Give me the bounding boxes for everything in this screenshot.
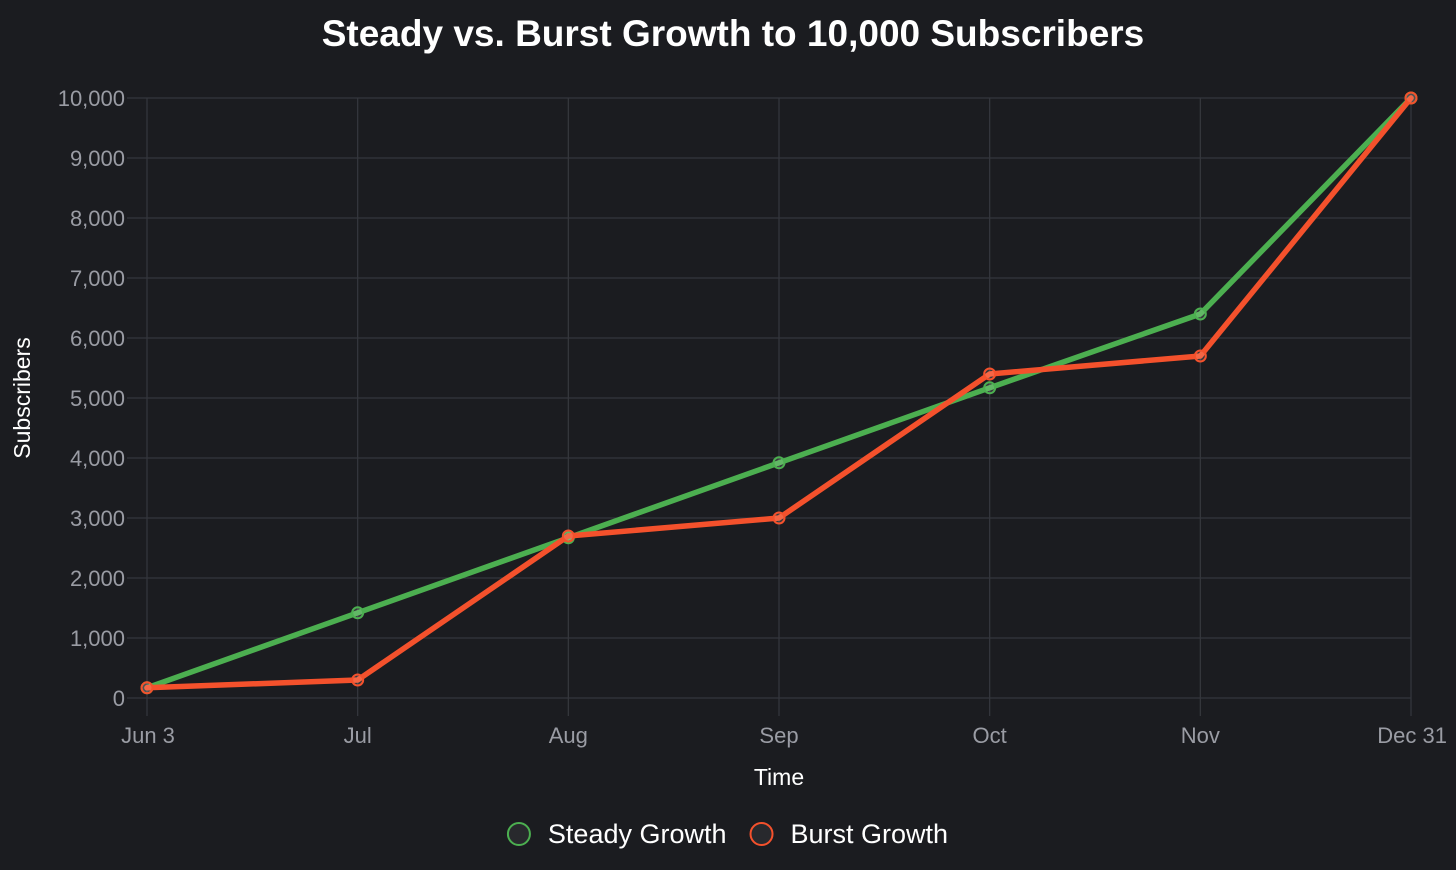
legend-item-burst-growth[interactable]: Burst Growth xyxy=(749,819,949,849)
legend-item-steady-growth[interactable]: Steady Growth xyxy=(506,819,727,849)
x-tick-label: Dec 31 xyxy=(1377,723,1447,748)
y-tick-label: 1,000 xyxy=(70,626,125,651)
data-point-steady-growth[interactable] xyxy=(1193,307,1207,321)
series-line-steady-growth xyxy=(144,95,1414,691)
y-axis-title: Subscribers xyxy=(9,337,35,458)
x-tick-label: Jul xyxy=(344,723,372,748)
x-tick-label: Aug xyxy=(549,723,588,748)
x-tick-label: Sep xyxy=(759,723,798,748)
y-tick-label: 8,000 xyxy=(70,206,125,231)
data-point-burst-growth[interactable] xyxy=(772,511,786,525)
x-axis-ticks: Jun 3 Jul Aug Sep Oct Nov Dec 31 xyxy=(121,723,1447,748)
data-point-burst-growth[interactable] xyxy=(351,673,365,687)
series-burst-growth xyxy=(140,91,1418,695)
y-tick-label: 5,000 xyxy=(70,386,125,411)
x-tick-label: Jun 3 xyxy=(121,723,175,748)
series-layer xyxy=(140,91,1418,695)
data-point-steady-growth[interactable] xyxy=(983,381,997,395)
data-point-burst-growth[interactable] xyxy=(983,367,997,381)
legend-marker xyxy=(506,822,531,846)
grid-lines xyxy=(127,97,1412,716)
data-point-steady-growth[interactable] xyxy=(351,606,365,620)
legend: Steady Growth Burst Growth xyxy=(506,819,949,849)
y-tick-label: 10,000 xyxy=(58,86,125,111)
y-tick-label: 9,000 xyxy=(70,146,125,171)
x-tick-label: Oct xyxy=(973,723,1007,748)
y-tick-label: 6,000 xyxy=(70,326,125,351)
y-tick-label: 7,000 xyxy=(70,266,125,291)
data-point-burst-growth[interactable] xyxy=(1404,91,1418,105)
y-tick-label: 4,000 xyxy=(70,446,125,471)
chart-title: Steady vs. Burst Growth to 10,000 Subscr… xyxy=(322,13,1145,54)
data-point-burst-growth[interactable] xyxy=(1193,349,1207,363)
x-axis-title: Time xyxy=(754,764,804,790)
data-point-burst-growth[interactable] xyxy=(140,681,154,695)
legend-label: Steady Growth xyxy=(548,819,727,849)
y-tick-label: 2,000 xyxy=(70,566,125,591)
y-tick-label: 3,000 xyxy=(70,506,125,531)
data-point-steady-growth[interactable] xyxy=(772,456,786,470)
y-axis-ticks: 0 1,000 2,000 3,000 4,000 5,000 6,000 7,000 8,00… xyxy=(58,86,125,711)
y-tick-label: 0 xyxy=(113,686,125,711)
data-point-burst-growth[interactable] xyxy=(561,529,575,543)
series-line-burst-growth xyxy=(144,95,1414,691)
legend-label: Burst Growth xyxy=(791,819,949,849)
x-tick-label: Nov xyxy=(1181,723,1220,748)
legend-marker xyxy=(749,822,774,846)
